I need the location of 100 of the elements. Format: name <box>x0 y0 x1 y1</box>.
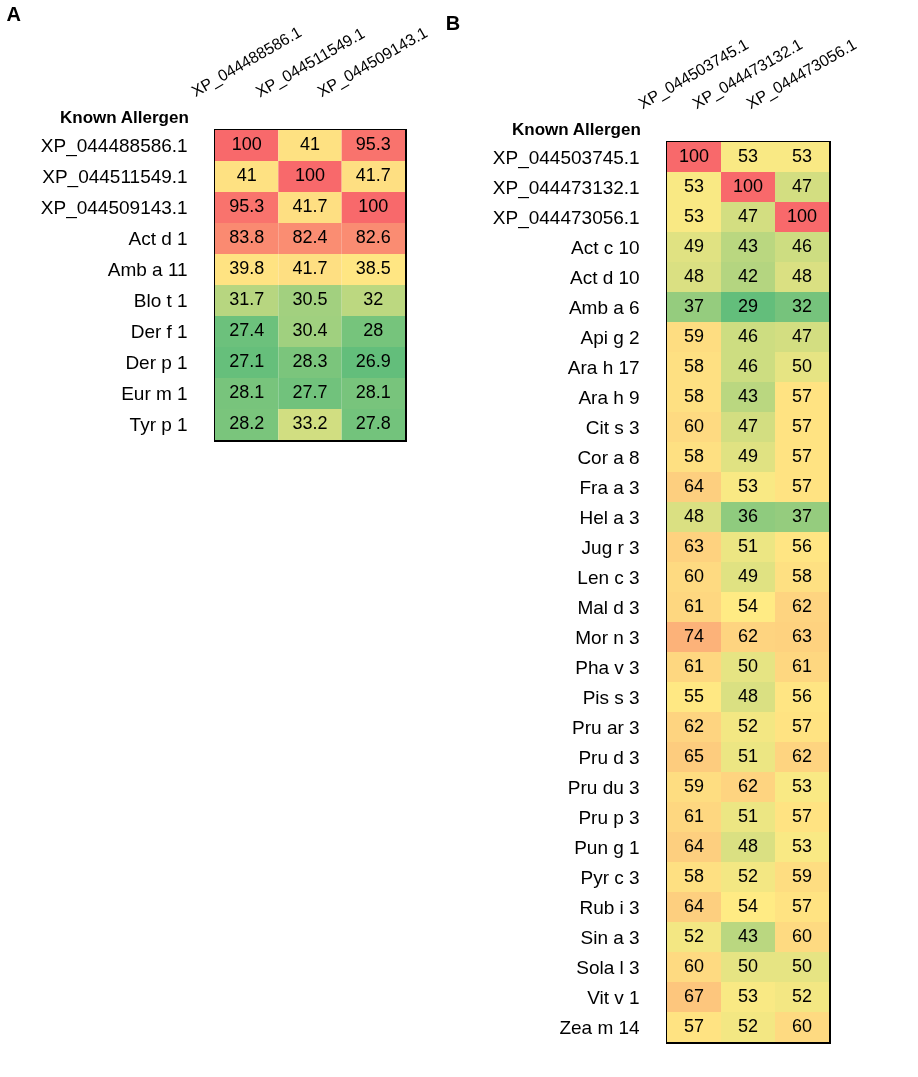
data-label: 39.8 <box>229 258 265 278</box>
data-label: 54 <box>737 895 759 916</box>
data-label: 62 <box>683 715 705 736</box>
y-tick-label: Tyr p 1 <box>129 414 188 436</box>
data-label: 60 <box>683 955 705 976</box>
y-tick-label: Act d 1 <box>128 228 188 250</box>
data-label: 54 <box>737 595 759 616</box>
y-tick-label: Jug r 3 <box>581 536 640 558</box>
data-label: 31.7 <box>229 289 265 309</box>
y-tick-label: XP_044473132.1 <box>492 176 640 199</box>
y-tick-label: Mor n 3 <box>575 626 640 648</box>
y-tick-label: Act c 10 <box>571 236 640 258</box>
data-label: 52 <box>737 865 759 886</box>
data-label: 36 <box>737 505 759 526</box>
data-label: 57 <box>791 895 813 916</box>
y-tick-label: Sin a 3 <box>580 926 640 948</box>
y-tick-label: Vit v 1 <box>587 986 640 1008</box>
data-label: 28 <box>363 320 384 340</box>
y-tick-label: Ara h 9 <box>578 386 640 408</box>
data-label: 43 <box>737 235 759 256</box>
y-tick-label: Rub i 3 <box>579 896 640 918</box>
y-tick-label: Pyr c 3 <box>580 866 640 888</box>
data-label: 60 <box>683 565 705 586</box>
data-label: 100 <box>678 145 710 166</box>
y-tick-label: Fra a 3 <box>579 476 640 498</box>
data-label: 83.8 <box>229 227 265 247</box>
data-label: 100 <box>786 205 818 226</box>
data-label: 37 <box>683 295 705 316</box>
data-label: 53 <box>791 835 813 856</box>
data-label: 57 <box>791 445 813 466</box>
data-label: 38.5 <box>355 258 391 278</box>
data-label: 82.6 <box>355 227 391 247</box>
y-tick-label: Sola l 3 <box>576 956 640 978</box>
data-label: 82.4 <box>292 227 328 247</box>
data-label: 53 <box>737 145 759 166</box>
data-label: 47 <box>791 175 813 196</box>
y-tick-label: Len c 3 <box>577 566 640 588</box>
data-label: 53 <box>683 175 705 196</box>
data-label: 61 <box>791 655 813 676</box>
data-label: 61 <box>683 805 705 826</box>
data-label: 58 <box>683 355 705 376</box>
data-label: 27.7 <box>292 382 328 402</box>
y-tick-label: Act d 10 <box>569 266 640 288</box>
data-label: 53 <box>683 205 705 226</box>
data-label: 74 <box>683 625 705 646</box>
data-label: 53 <box>791 775 813 796</box>
data-label: 28.3 <box>292 351 328 371</box>
y-tick-label: Der f 1 <box>130 321 188 343</box>
data-label: 28.2 <box>229 413 265 433</box>
data-label: 41.7 <box>292 196 328 216</box>
y-tick-label: Pun g 1 <box>574 836 640 858</box>
y-tick-label: Blo t 1 <box>133 290 188 312</box>
y-tick-label: Pis s 3 <box>582 686 640 708</box>
data-label: 100 <box>358 196 389 216</box>
y-tick-label: Mal d 3 <box>577 596 640 618</box>
data-label: 47 <box>791 325 813 346</box>
y-tick-label: Ara h 17 <box>567 356 640 378</box>
data-label: 46 <box>737 355 759 376</box>
data-label: 60 <box>791 1015 813 1036</box>
data-label: 63 <box>683 535 705 556</box>
data-label: 48 <box>683 505 705 526</box>
data-label: 53 <box>737 475 759 496</box>
data-label: 52 <box>791 985 813 1006</box>
y-tick-label: Cor a 8 <box>577 446 640 468</box>
y-tick-label: Eur m 1 <box>121 383 188 405</box>
data-label: 50 <box>791 355 813 376</box>
data-label: 60 <box>683 415 705 436</box>
data-label: 41.7 <box>292 258 328 278</box>
data-label: 51 <box>737 745 759 766</box>
y-tick-label: XP_044511549.1 <box>42 166 188 189</box>
y-axis-title: Known Allergen <box>512 120 641 139</box>
y-tick-label: Hel a 3 <box>579 506 640 528</box>
data-label: 56 <box>791 685 813 706</box>
y-tick-label: Pru p 3 <box>578 806 640 828</box>
data-label: 56 <box>791 535 813 556</box>
data-label: 37 <box>791 505 813 526</box>
data-label: 52 <box>683 925 705 946</box>
y-tick-label: Zea m 14 <box>559 1016 641 1038</box>
data-label: 62 <box>791 595 813 616</box>
data-label: 57 <box>791 415 813 436</box>
data-label: 47 <box>737 205 759 226</box>
y-tick-label: XP_044473056.1 <box>492 206 640 229</box>
data-label: 52 <box>737 715 759 736</box>
data-label: 53 <box>791 145 813 166</box>
data-label: 50 <box>737 955 759 976</box>
text: B <box>445 12 461 35</box>
y-tick-label: XP_044503745.1 <box>492 146 640 169</box>
data-label: 64 <box>683 895 705 916</box>
data-label: 48 <box>737 835 759 856</box>
data-label: 29 <box>737 295 759 316</box>
y-tick-label: Pha v 3 <box>575 656 640 678</box>
y-tick-label: Pru d 3 <box>578 746 640 768</box>
data-label: 27.8 <box>355 413 391 433</box>
data-label: 48 <box>737 685 759 706</box>
data-label: 43 <box>737 385 759 406</box>
y-tick-label: Api g 2 <box>580 326 640 348</box>
text: A <box>6 2 21 25</box>
data-label: 63 <box>791 625 813 646</box>
data-label: 32 <box>791 295 813 316</box>
data-label: 33.2 <box>292 413 328 433</box>
